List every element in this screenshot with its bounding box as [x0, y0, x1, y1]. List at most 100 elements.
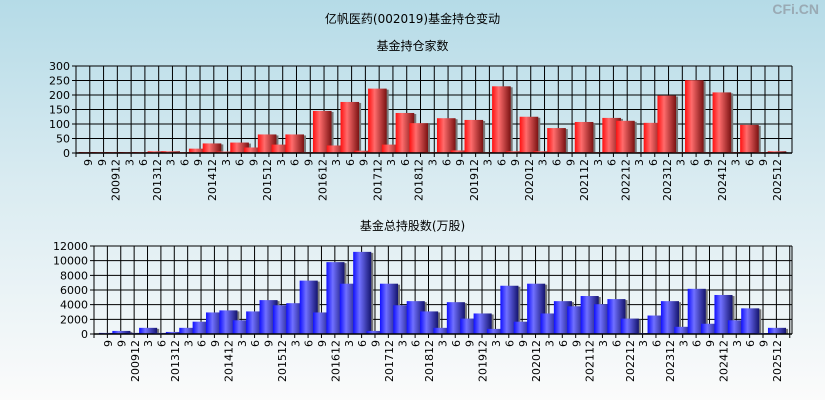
- x-tick-label: 202412: [717, 340, 730, 382]
- bar: [326, 145, 346, 153]
- bar: [767, 327, 787, 334]
- y-tick-label: 2000: [60, 313, 88, 326]
- bar: [685, 80, 704, 153]
- x-tick-label: 6: [196, 340, 209, 347]
- bar: [450, 150, 470, 153]
- x-tick-label: 6: [495, 159, 508, 166]
- x-tick-label: 3: [633, 159, 646, 166]
- x-tick-label: 3: [490, 340, 503, 347]
- x-tick-label: 6: [557, 340, 570, 347]
- bar: [244, 147, 263, 153]
- x-tick-label: 9: [757, 159, 770, 166]
- bar: [660, 301, 679, 334]
- x-tick-label: 9: [564, 159, 577, 166]
- x-tick-label: 3: [343, 340, 356, 347]
- x-tick-label: 201912: [468, 159, 481, 201]
- bar: [767, 151, 787, 153]
- x-tick-label: 3: [220, 159, 233, 166]
- x-tick-label: 9: [263, 340, 276, 347]
- x-tick-label: 3: [275, 159, 288, 166]
- x-tick-label: 9: [82, 159, 95, 166]
- x-tick-label: 9: [509, 159, 522, 166]
- y-tick-label: 300: [49, 60, 70, 73]
- x-tick-label: 9: [570, 340, 583, 347]
- x-tick-label: 9: [247, 159, 260, 166]
- bar: [381, 144, 401, 153]
- x-tick-label: 3: [597, 340, 610, 347]
- x-tick-label: 201912: [477, 340, 490, 382]
- x-tick-label: 202112: [578, 159, 591, 201]
- bar: [486, 328, 506, 334]
- bar: [547, 128, 566, 153]
- x-tick-label: 3: [165, 159, 178, 166]
- x-tick-label: 201312: [151, 159, 164, 201]
- x-tick-label: 202512: [771, 340, 784, 382]
- x-tick-label: 6: [178, 159, 191, 166]
- x-tick-label: 6: [450, 340, 463, 347]
- bar: [366, 330, 385, 334]
- bar: [492, 86, 511, 153]
- bar: [368, 88, 387, 153]
- bar: [620, 318, 639, 334]
- x-tick-label: 6: [440, 159, 453, 166]
- x-tick-label: 6: [234, 159, 247, 166]
- x-tick-label: 3: [123, 159, 136, 166]
- x-tick-label: 201612: [316, 159, 329, 201]
- bar: [112, 330, 131, 334]
- bar: [285, 134, 305, 153]
- x-tick-label: 201712: [383, 340, 396, 382]
- bar: [464, 119, 484, 153]
- x-tick-label: 202312: [664, 340, 677, 382]
- bar: [741, 308, 760, 334]
- x-tick-label: 3: [289, 340, 302, 347]
- x-tick-label: 9: [115, 340, 128, 347]
- x-tick-label: 6: [503, 340, 516, 347]
- x-tick-label: 6: [610, 340, 623, 347]
- bar: [139, 327, 158, 334]
- x-tick-label: 3: [142, 340, 155, 347]
- bar: [436, 118, 456, 153]
- bar: [505, 151, 525, 153]
- x-tick-label: 6: [249, 340, 262, 347]
- x-tick-label: 9: [370, 340, 383, 347]
- y-tick-label: 250: [49, 75, 70, 88]
- y-tick-label: 150: [49, 104, 70, 117]
- y-tick-label: 200: [49, 89, 70, 102]
- bar: [353, 251, 372, 334]
- x-tick-label: 9: [102, 340, 115, 347]
- x-tick-label: 6: [137, 159, 150, 166]
- bar: [740, 124, 759, 153]
- bar: [433, 327, 452, 334]
- x-tick-label: 202212: [619, 159, 632, 201]
- x-tick-label: 3: [385, 159, 398, 166]
- x-tick-label: 9: [454, 159, 467, 166]
- chart-title: 亿帆医药(002019)基金持仓变动: [324, 12, 501, 26]
- x-tick-label: 9: [517, 340, 530, 347]
- x-tick-label: 9: [96, 159, 109, 166]
- x-tick-label: 6: [156, 340, 169, 347]
- bar: [202, 143, 222, 153]
- y-tick-label: 8000: [60, 269, 88, 282]
- x-tick-label: 6: [651, 340, 664, 347]
- chart1-title: 基金持仓家数: [376, 39, 449, 53]
- bar: [616, 120, 635, 153]
- bar: [519, 116, 539, 153]
- x-tick-label: 3: [592, 159, 605, 166]
- x-tick-label: 200912: [129, 340, 142, 382]
- x-tick-label: 202412: [716, 159, 729, 201]
- bar: [712, 92, 732, 153]
- x-tick-label: 201312: [169, 340, 182, 382]
- bar: [179, 327, 198, 334]
- x-tick-label: 3: [677, 340, 690, 347]
- bar: [147, 151, 167, 153]
- bar: [701, 323, 720, 334]
- x-tick-label: 9: [209, 340, 222, 347]
- x-tick-label: 6: [399, 159, 412, 166]
- x-tick-label: 3: [437, 340, 450, 347]
- x-tick-label: 6: [744, 340, 757, 347]
- bar: [230, 142, 249, 153]
- x-tick-label: 9: [358, 159, 371, 166]
- x-tick-label: 201712: [371, 159, 384, 201]
- y-tick-label: 4000: [60, 299, 88, 312]
